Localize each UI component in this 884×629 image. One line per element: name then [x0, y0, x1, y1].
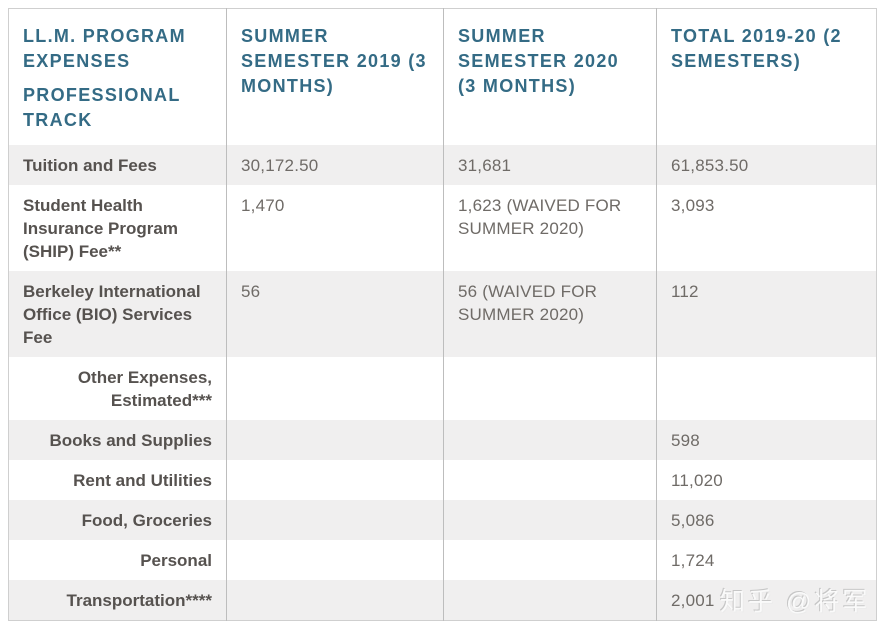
cell-value: [443, 540, 657, 580]
column-header-line: PROFESSIONAL TRACK: [23, 85, 181, 130]
cell-value: 2,001: [656, 580, 877, 621]
cell-value: [443, 357, 657, 420]
row-label: Books and Supplies: [8, 420, 227, 460]
row-label: Rent and Utilities: [8, 460, 227, 500]
table-row: Tuition and Fees 30,172.50 31,681 61,853.50: [8, 145, 877, 185]
table-row: Rent and Utilities 11,020: [8, 460, 877, 500]
cell-value: [443, 420, 657, 460]
cell-value: 61,853.50: [656, 145, 877, 185]
row-label: Transportation****: [8, 580, 227, 621]
expenses-page: LL.M. PROGRAM EXPENSES PROFESSIONAL TRACK…: [8, 8, 877, 621]
table-row: Personal 1,724: [8, 540, 877, 580]
row-label: Student Health Insurance Program (SHIP) …: [8, 185, 227, 271]
row-label: Personal: [8, 540, 227, 580]
cell-value: [226, 540, 444, 580]
table-row: Berkeley International Office (BIO) Serv…: [8, 271, 877, 357]
table-row: Student Health Insurance Program (SHIP) …: [8, 185, 877, 271]
column-header-line: TOTAL 2019-20 (2 SEMESTERS): [671, 26, 842, 71]
table-row: Books and Supplies 598: [8, 420, 877, 460]
cell-value: 5,086: [656, 500, 877, 540]
cell-value: [226, 500, 444, 540]
table-row: Food, Groceries 5,086: [8, 500, 877, 540]
column-header: SUMMER SEMESTER 2019 (3 MONTHS): [226, 8, 444, 145]
cell-value: 30,172.50: [226, 145, 444, 185]
cell-value: 11,020: [656, 460, 877, 500]
column-header: SUMMER SEMESTER 2020 (3 MONTHS): [443, 8, 657, 145]
table-row: Other Expenses, Estimated***: [8, 357, 877, 420]
cell-value: 56 (WAIVED FOR SUMMER 2020): [443, 271, 657, 357]
table-row: Transportation**** 2,001: [8, 580, 877, 621]
cell-value: 31,681: [443, 145, 657, 185]
cell-value: [226, 357, 444, 420]
cell-value: [226, 460, 444, 500]
cell-value: [443, 580, 657, 621]
column-header: LL.M. PROGRAM EXPENSES PROFESSIONAL TRACK: [8, 8, 227, 145]
row-label: Other Expenses, Estimated***: [8, 357, 227, 420]
column-header-line: SUMMER SEMESTER 2020 (3 MONTHS): [458, 26, 619, 96]
cell-value: [443, 460, 657, 500]
cell-value: 112: [656, 271, 877, 357]
column-header: TOTAL 2019-20 (2 SEMESTERS): [656, 8, 877, 145]
expenses-table: LL.M. PROGRAM EXPENSES PROFESSIONAL TRACK…: [8, 8, 877, 621]
cell-value: 598: [656, 420, 877, 460]
cell-value: 3,093: [656, 185, 877, 271]
row-label: Tuition and Fees: [8, 145, 227, 185]
column-header-line: LL.M. PROGRAM EXPENSES: [23, 26, 186, 71]
cell-value: 56: [226, 271, 444, 357]
cell-value: 1,724: [656, 540, 877, 580]
cell-value: [656, 357, 877, 420]
cell-value: [226, 420, 444, 460]
cell-value: [443, 500, 657, 540]
cell-value: 1,623 (WAIVED FOR SUMMER 2020): [443, 185, 657, 271]
cell-value: 1,470: [226, 185, 444, 271]
table-header-row: LL.M. PROGRAM EXPENSES PROFESSIONAL TRACK…: [8, 8, 877, 145]
cell-value: [226, 580, 444, 621]
column-header-line: SUMMER SEMESTER 2019 (3 MONTHS): [241, 26, 427, 96]
row-label: Berkeley International Office (BIO) Serv…: [8, 271, 227, 357]
row-label: Food, Groceries: [8, 500, 227, 540]
